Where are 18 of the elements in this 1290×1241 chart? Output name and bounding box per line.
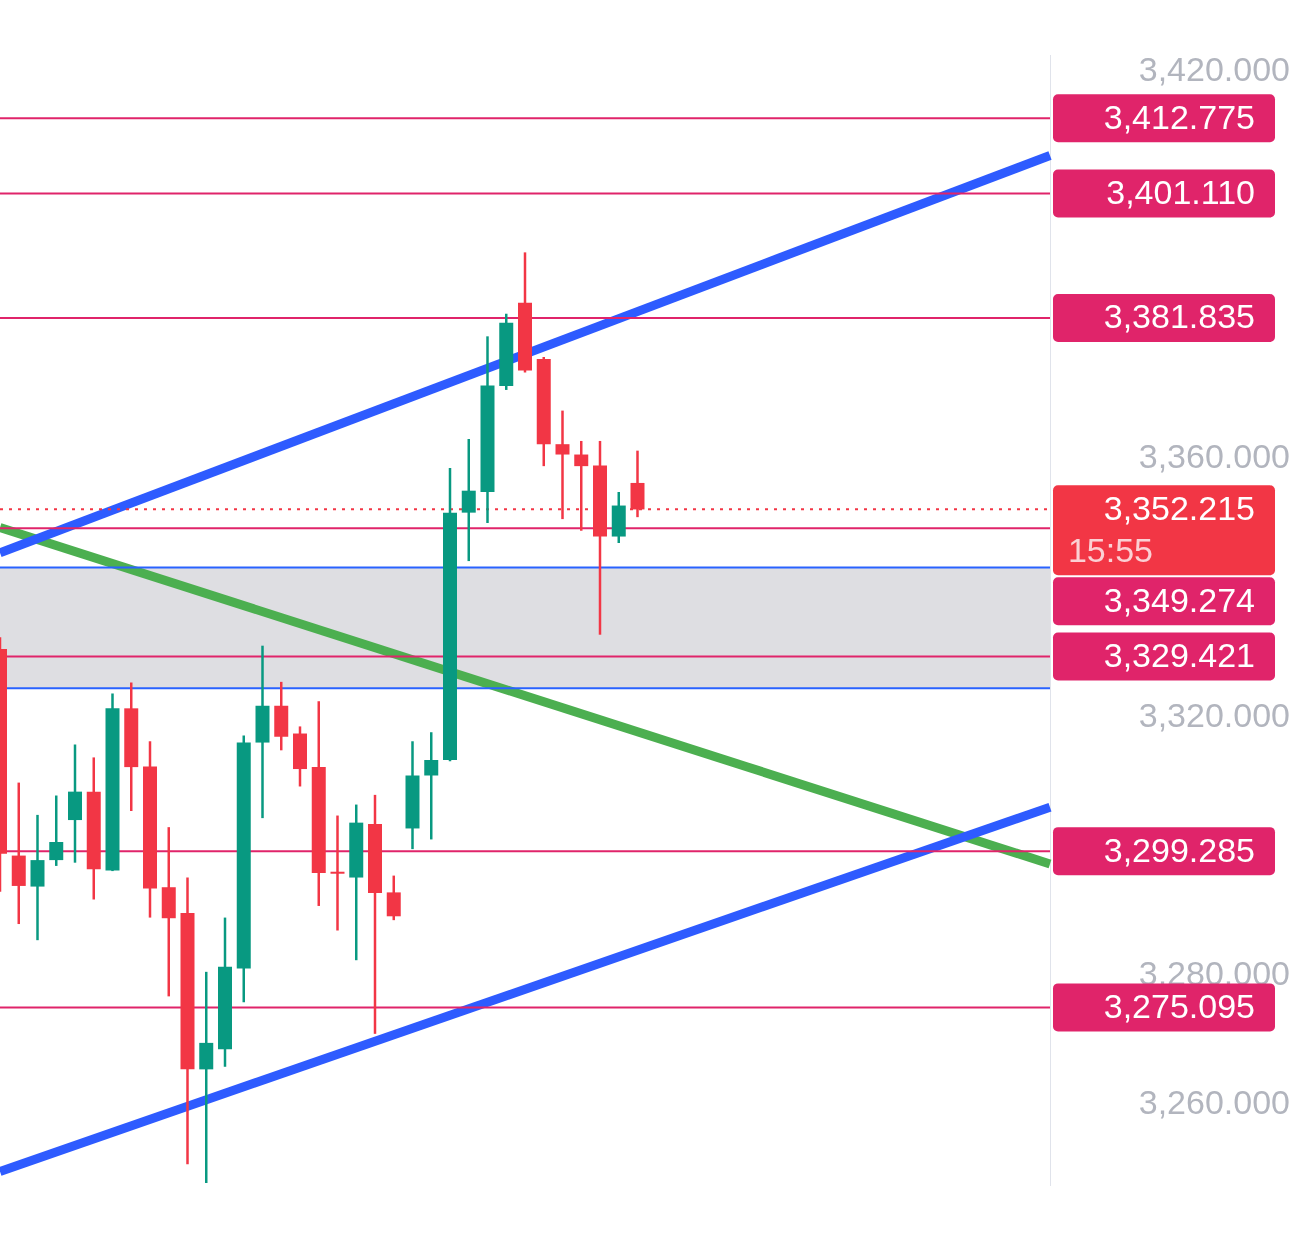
ref-line-label: 3,275.095 [1103,986,1255,1025]
ref-line-label: 3,349.274 [1103,580,1255,619]
ref-line-label: 3,381.835 [1103,297,1255,336]
candlestick [424,730,439,841]
candlestick [49,794,64,868]
candlestick [330,814,345,932]
ref-line-label: 3,352.215 15:55 [1067,488,1255,569]
ref-line-label: 3,299.285 [1103,830,1255,869]
y-tick-label: 3,260.000 [1138,1083,1290,1122]
candlestick [386,874,401,922]
candlestick [199,970,214,1185]
ref-line-label: 3,401.110 [1106,172,1255,211]
ref-line-label: 3,329.421 [1103,635,1255,674]
ref-line-label: 3,412.775 [1103,97,1255,136]
y-tick-label: 3,360.000 [1138,437,1290,476]
y-tick-label: 3,420.000 [1138,49,1290,88]
candlestick [461,437,476,563]
y-tick-label: 3,320.000 [1138,695,1290,734]
